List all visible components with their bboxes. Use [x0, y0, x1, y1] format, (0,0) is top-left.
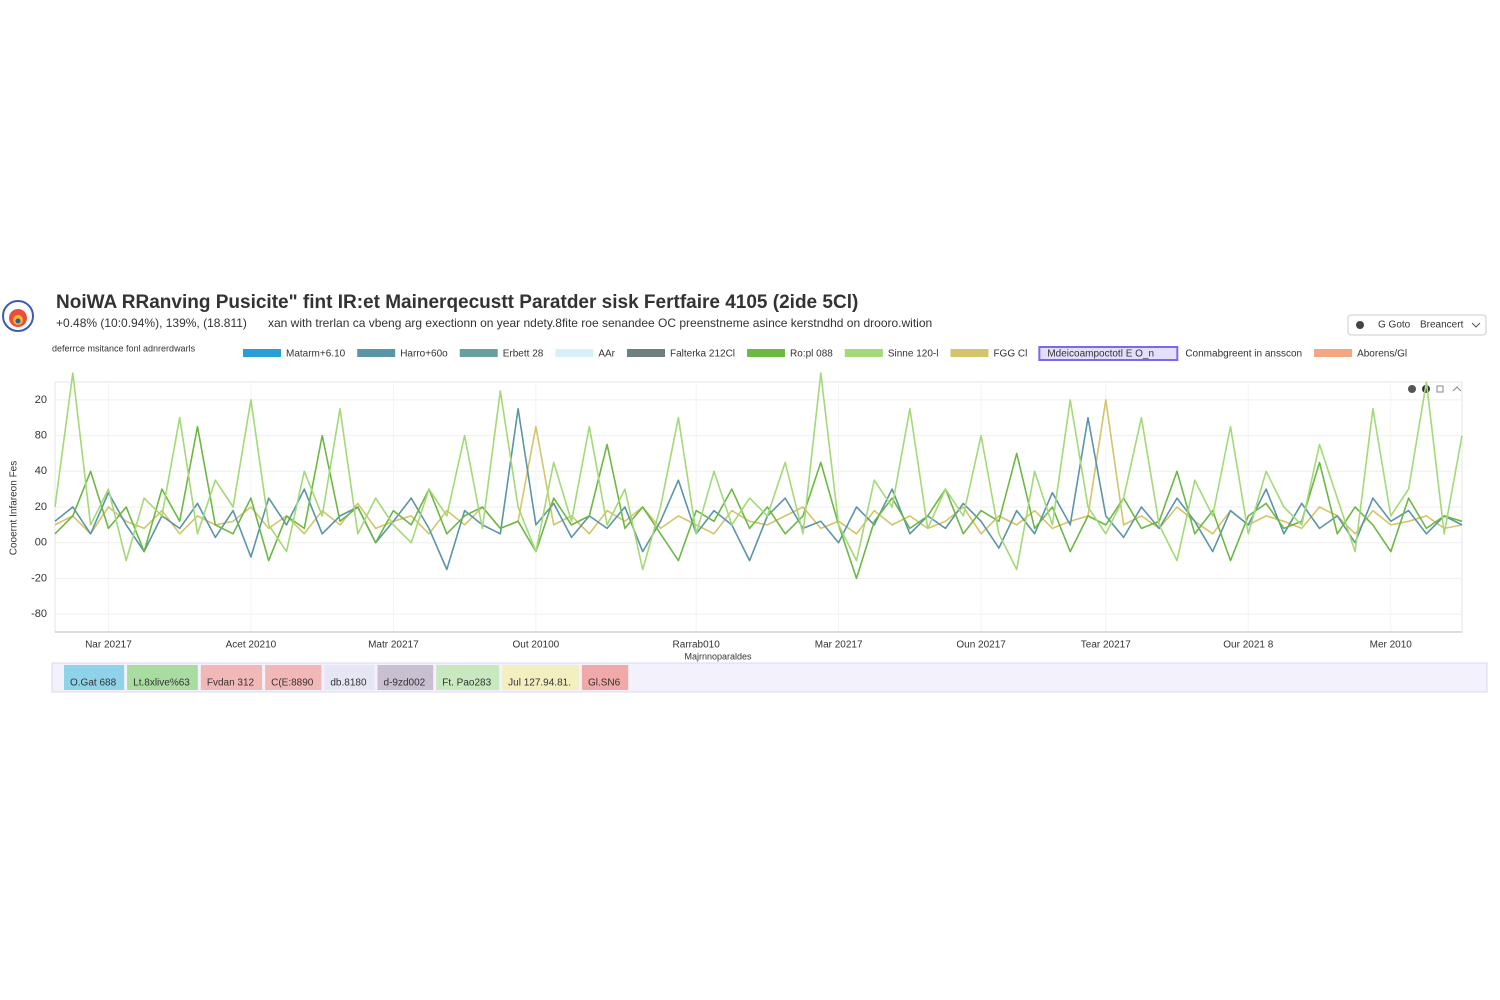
x-tick-label: Our 2021 8 [1223, 640, 1273, 651]
y-tick-label: 20 [35, 501, 47, 513]
legend-label: Sinne 120-l [888, 349, 939, 360]
x-axis-title: Majrnnoparaldes [684, 651, 752, 661]
y-tick-label: 40 [35, 465, 47, 477]
x-tick-label: Tear 20217 [1081, 640, 1131, 651]
toolbar: G Goto Breancert [1347, 314, 1487, 336]
series-line [54, 425, 1463, 580]
legend-swatch [459, 349, 498, 357]
page-title: NoiWA RRanving Pusicite" fint IR:et Main… [56, 292, 858, 313]
dropdown-caret[interactable] [1471, 322, 1481, 328]
series-line [54, 372, 1463, 571]
x-tick-label: Rarrab010 [673, 640, 721, 651]
navigator-label: C(E:8890 [271, 678, 314, 689]
navigator-chip[interactable] [265, 665, 322, 690]
x-tick-label: Mer 2010 [1370, 640, 1413, 651]
navigator-label: Fvdan 312 [207, 678, 255, 689]
toolbar-button[interactable]: G Goto [1378, 320, 1411, 331]
navigator-label: d-9zd002 [384, 678, 426, 689]
navigator-chip[interactable] [200, 665, 263, 690]
legend-label: Matarm+6.10 [286, 349, 346, 360]
toolbar-button[interactable]: Breancert [1420, 320, 1464, 331]
legend-swatch [243, 349, 281, 357]
legend-heading: deferrce msitance fonl adnrerdwarls [52, 343, 196, 353]
navigator-chip[interactable] [581, 665, 629, 690]
legend-swatch [950, 349, 989, 357]
subtitle: xan with trerlan ca vbeng arg exectionn … [268, 316, 932, 330]
toolbar-frame [1347, 314, 1487, 336]
legend-label: FGG Cl [993, 349, 1027, 360]
navigator-chip[interactable] [502, 665, 579, 690]
navigator-chip[interactable] [324, 665, 375, 690]
reset-icon[interactable] [1436, 385, 1444, 393]
legend-swatch [747, 349, 786, 357]
x-tick-label: Oun 20217 [956, 640, 1006, 651]
navigator-label: Lt.8xlive%63 [133, 678, 190, 689]
x-tick-label: Out 20100 [513, 640, 560, 651]
legend-label: Ro:pl 088 [790, 349, 833, 360]
navigator-chip[interactable] [127, 665, 198, 690]
legend-label: Mdeicoampoctotl E O_n [1047, 349, 1154, 360]
legend-box [1038, 346, 1179, 361]
legend-swatch [555, 349, 594, 357]
navigator-label: Gl.SN6 [588, 678, 621, 689]
y-tick-label: 80 [35, 429, 47, 441]
navigator-label: db.8180 [330, 678, 367, 689]
x-tick-label: Acet 20210 [226, 640, 277, 651]
legend-swatch [844, 349, 883, 357]
legend-swatch [627, 349, 665, 357]
legend-label: Harro+60o [400, 349, 448, 360]
legend-label: Erbett 28 [503, 349, 544, 360]
y-tick-label: 20 [35, 394, 47, 406]
navigator-chip[interactable] [64, 665, 125, 690]
navigator-label: Jul 127.94.81. [508, 678, 571, 689]
navigator-label: O.Gat 688 [70, 678, 117, 689]
x-tick-label: Nar 20217 [85, 640, 132, 651]
x-tick-label: Mar 20217 [815, 640, 863, 651]
y-axis-title: Cooernt Infareon Fes [9, 461, 20, 556]
legend-label: Aborens/Gl [1357, 349, 1407, 360]
y-tick-label: -20 [31, 572, 47, 584]
y-tick-label: 00 [35, 537, 47, 549]
zoom-icon[interactable] [1408, 385, 1416, 393]
navigator-chip[interactable] [377, 665, 434, 690]
stats: +0.48% (10:0.94%), 139%, (18.811) [56, 316, 247, 330]
legend-label: Conmabgreent in ansscon [1185, 349, 1302, 360]
legend-swatch [1314, 349, 1353, 357]
legend-label: AAr [598, 349, 615, 360]
legend-label: Falterka 212Cl [670, 349, 735, 360]
navigator-label: Ft. Pao283 [442, 678, 491, 689]
expand-icon[interactable] [1452, 386, 1462, 392]
x-tick-label: Matr 20217 [368, 640, 419, 651]
camera-icon[interactable] [1356, 321, 1364, 329]
y-tick-label: -80 [31, 608, 47, 620]
logo [2, 300, 34, 332]
navigator-chip[interactable] [436, 665, 500, 690]
legend-swatch [357, 349, 396, 357]
